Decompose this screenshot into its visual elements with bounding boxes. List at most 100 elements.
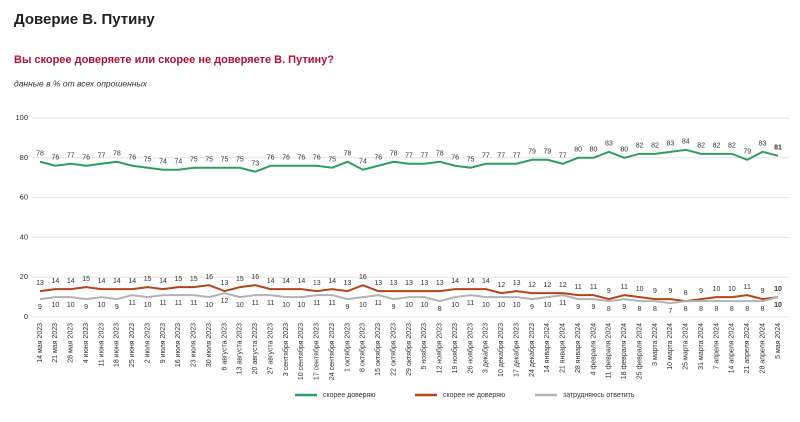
legend-label: скорее не доверяю xyxy=(443,392,505,399)
data-label: 8 xyxy=(699,306,703,313)
data-label: 15 xyxy=(82,276,90,283)
data-label: 10 xyxy=(405,302,413,309)
data-label: 10 xyxy=(636,286,644,293)
data-label: 84 xyxy=(682,139,690,146)
data-label: 75 xyxy=(236,157,244,164)
data-label: 77 xyxy=(482,153,490,160)
x-tick-label: 18 февраля 2024 xyxy=(621,323,628,379)
data-label: 10 xyxy=(497,302,505,309)
x-tick-label: 26 ноября 2023 xyxy=(466,323,474,374)
data-label: 75 xyxy=(328,157,336,164)
data-label: 10 xyxy=(774,286,782,293)
data-label: 76 xyxy=(267,155,275,162)
data-label: 82 xyxy=(636,143,644,150)
data-label: 9 xyxy=(699,288,703,295)
x-tick-label: 11 июня 2023 xyxy=(98,323,105,367)
data-label: 75 xyxy=(467,157,475,164)
data-label: 74 xyxy=(159,159,167,166)
data-label: 73 xyxy=(251,161,259,168)
data-label: 82 xyxy=(697,143,705,150)
y-tick-label: 60 xyxy=(20,193,28,202)
data-label: 77 xyxy=(405,153,413,160)
data-label: 11 xyxy=(129,300,136,307)
data-label: 83 xyxy=(605,141,613,148)
chart-title: Доверие В. Путину xyxy=(14,11,155,28)
x-tick-label: 10 сентября 2023 xyxy=(297,323,305,380)
x-tick-label: 25 июня 2023 xyxy=(129,323,136,367)
x-tick-label: 21 апреля 2024 xyxy=(744,323,751,373)
data-label: 10 xyxy=(144,302,152,309)
data-label: 10 xyxy=(451,302,459,309)
data-label: 83 xyxy=(666,141,674,148)
data-label: 8 xyxy=(653,306,657,313)
data-label: 80 xyxy=(590,147,598,154)
data-label: 76 xyxy=(282,155,290,162)
data-label: 11 xyxy=(252,300,259,307)
x-tick-label: 21 мая 2023 xyxy=(52,323,59,363)
data-label: 76 xyxy=(297,155,305,162)
x-tick-label: 1 октября 2023 xyxy=(343,323,351,372)
data-label: 76 xyxy=(451,155,459,162)
data-label: 8 xyxy=(638,306,642,313)
data-label: 15 xyxy=(236,276,244,283)
x-tick-label: 18 июня 2023 xyxy=(114,323,121,367)
data-label: 11 xyxy=(159,300,166,307)
chart-note: данные в % от всех опрошенных xyxy=(14,78,148,88)
x-tick-label: 11 февраля 2024 xyxy=(606,323,613,379)
data-label: 13 xyxy=(344,280,352,287)
data-label: 12 xyxy=(559,282,567,289)
y-tick-label: 0 xyxy=(24,312,28,321)
data-label: 75 xyxy=(144,157,152,164)
x-tick-label: 3 марта 2024 xyxy=(652,323,659,366)
data-label: 10 xyxy=(297,302,305,309)
x-tick-label: 19 ноября 2023 xyxy=(451,323,459,374)
x-tick-label: 30 июля 2023 xyxy=(206,323,213,367)
data-label: 13 xyxy=(420,280,428,287)
legend-label: затрудняюсь ответить xyxy=(563,392,635,399)
data-label: 13 xyxy=(374,280,382,287)
data-label: 8 xyxy=(745,306,749,313)
data-label: 79 xyxy=(543,149,551,156)
data-label: 14 xyxy=(159,278,167,285)
data-label: 13 xyxy=(221,280,229,287)
data-label: 11 xyxy=(574,284,581,291)
data-label: 10 xyxy=(205,302,213,309)
data-label: 75 xyxy=(221,157,229,164)
data-label: 9 xyxy=(530,304,534,311)
data-label: 10 xyxy=(67,302,75,309)
data-label: 14 xyxy=(67,278,75,285)
series-line xyxy=(39,284,779,303)
data-label: 10 xyxy=(359,302,367,309)
x-tick-label: 7 апреля 2024 xyxy=(713,323,720,370)
data-label: 10 xyxy=(713,286,721,293)
y-tick-label: 20 xyxy=(20,272,28,281)
data-label: 9 xyxy=(392,304,396,311)
x-tick-label: 5 мая 2024 xyxy=(775,323,782,359)
x-tick-label: 13 августа 2023 xyxy=(237,323,244,374)
data-label: 10 xyxy=(728,286,736,293)
data-label: 79 xyxy=(743,149,751,156)
x-tick-label: 4 февраля 2024 xyxy=(590,323,597,375)
data-label: 9 xyxy=(592,304,596,311)
data-label: 14 xyxy=(113,278,121,285)
data-label: 12 xyxy=(221,298,229,305)
x-tick-label: 3 декабря 2023 xyxy=(482,323,490,373)
data-label: 11 xyxy=(375,300,382,307)
data-label: 8 xyxy=(607,306,611,313)
data-label: 14 xyxy=(297,278,305,285)
y-tick-label: 100 xyxy=(15,113,28,122)
x-tick-label: 28 января 2024 xyxy=(575,323,582,373)
data-label: 10 xyxy=(282,302,290,309)
data-label: 10 xyxy=(98,302,106,309)
data-label: 76 xyxy=(313,155,321,162)
data-label: 13 xyxy=(405,280,413,287)
series-line xyxy=(39,292,779,305)
data-label: 83 xyxy=(759,141,767,148)
data-label: 11 xyxy=(313,300,320,307)
x-tick-label: 24 декабря 2023 xyxy=(528,323,536,377)
data-label: 79 xyxy=(528,149,536,156)
data-label: 80 xyxy=(620,147,628,154)
data-label: 76 xyxy=(82,155,90,162)
x-tick-label: 14 января 2024 xyxy=(544,323,551,373)
x-tick-label: 9 июля 2023 xyxy=(160,323,167,363)
